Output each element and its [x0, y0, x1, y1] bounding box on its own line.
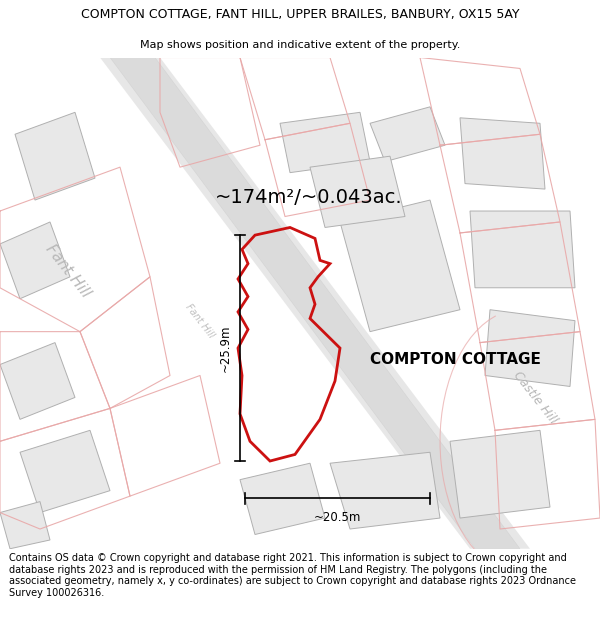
Polygon shape [0, 222, 70, 299]
Polygon shape [0, 342, 75, 419]
Polygon shape [370, 107, 445, 162]
Text: Fant Hill: Fant Hill [43, 242, 93, 301]
Polygon shape [280, 112, 370, 173]
Text: COMPTON COTTAGE: COMPTON COTTAGE [370, 351, 541, 366]
Text: Map shows position and indicative extent of the property.: Map shows position and indicative extent… [140, 40, 460, 50]
Polygon shape [450, 431, 550, 518]
Polygon shape [15, 112, 95, 200]
Text: Castle Hill: Castle Hill [511, 369, 559, 426]
Text: COMPTON COTTAGE, FANT HILL, UPPER BRAILES, BANBURY, OX15 5AY: COMPTON COTTAGE, FANT HILL, UPPER BRAILE… [81, 8, 519, 21]
Text: ~174m²/~0.043ac.: ~174m²/~0.043ac. [215, 188, 403, 208]
Polygon shape [20, 431, 110, 512]
Polygon shape [470, 211, 575, 288]
Text: Contains OS data © Crown copyright and database right 2021. This information is : Contains OS data © Crown copyright and d… [9, 553, 576, 598]
Polygon shape [330, 452, 440, 529]
Polygon shape [485, 310, 575, 386]
Text: ~20.5m: ~20.5m [314, 511, 361, 524]
Polygon shape [310, 156, 405, 228]
Text: ~25.9m: ~25.9m [219, 324, 232, 372]
Polygon shape [340, 200, 460, 332]
Text: Fant Hill: Fant Hill [184, 302, 217, 339]
Polygon shape [240, 463, 325, 534]
Polygon shape [460, 118, 545, 189]
Polygon shape [0, 502, 50, 549]
Polygon shape [110, 58, 520, 549]
Polygon shape [100, 58, 530, 549]
